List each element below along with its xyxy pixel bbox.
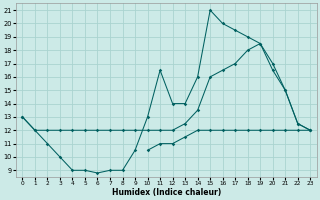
X-axis label: Humidex (Indice chaleur): Humidex (Indice chaleur) <box>112 188 221 197</box>
